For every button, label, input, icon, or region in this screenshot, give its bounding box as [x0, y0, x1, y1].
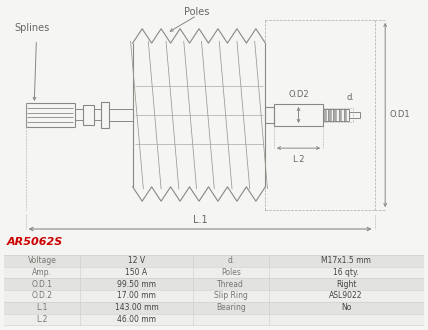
- Text: M17x1.5 mm: M17x1.5 mm: [321, 256, 371, 265]
- Bar: [4, 314, 424, 325]
- Bar: [4, 267, 424, 278]
- Text: No: No: [341, 303, 351, 312]
- Text: ASL9022: ASL9022: [330, 291, 363, 300]
- Text: L.1: L.1: [36, 303, 48, 312]
- Text: O.D1: O.D1: [389, 111, 410, 119]
- Text: Poles: Poles: [184, 7, 210, 16]
- Bar: [83, 105, 94, 125]
- Text: Splines: Splines: [15, 23, 50, 33]
- Text: L.2: L.2: [292, 155, 305, 164]
- Text: Right: Right: [336, 280, 357, 289]
- Text: AR5062S: AR5062S: [6, 237, 62, 247]
- Text: d.: d.: [347, 93, 355, 102]
- Text: 99.50 mm: 99.50 mm: [117, 280, 156, 289]
- Bar: [339, 109, 341, 121]
- Text: L.2: L.2: [36, 315, 48, 324]
- Text: Thread: Thread: [217, 280, 244, 289]
- Text: 17.00 mm: 17.00 mm: [117, 291, 156, 300]
- Text: O.D.2: O.D.2: [32, 291, 53, 300]
- Bar: [101, 102, 109, 128]
- Bar: [344, 109, 346, 121]
- Text: O.D2: O.D2: [288, 90, 309, 100]
- Text: d.: d.: [227, 256, 235, 265]
- Text: 46.00 mm: 46.00 mm: [117, 315, 156, 324]
- Text: Amp.: Amp.: [32, 268, 52, 277]
- Bar: [4, 302, 424, 314]
- Bar: [349, 112, 360, 118]
- Text: O.D.1: O.D.1: [32, 280, 53, 289]
- Text: Voltage: Voltage: [27, 256, 56, 265]
- Bar: [265, 107, 274, 123]
- Text: 12 V: 12 V: [128, 256, 145, 265]
- Text: Slip Ring: Slip Ring: [214, 291, 248, 300]
- Bar: [4, 278, 424, 290]
- Bar: [4, 255, 424, 267]
- Text: L.1: L.1: [193, 215, 208, 225]
- Bar: [323, 109, 326, 121]
- Text: Poles: Poles: [221, 268, 241, 277]
- Bar: [4, 290, 424, 302]
- Text: 16 qty.: 16 qty.: [333, 268, 359, 277]
- Bar: [333, 109, 336, 121]
- Bar: [328, 109, 331, 121]
- Text: 150 A: 150 A: [125, 268, 148, 277]
- Bar: [274, 104, 323, 126]
- Text: 143.00 mm: 143.00 mm: [115, 303, 158, 312]
- Text: Bearing: Bearing: [216, 303, 246, 312]
